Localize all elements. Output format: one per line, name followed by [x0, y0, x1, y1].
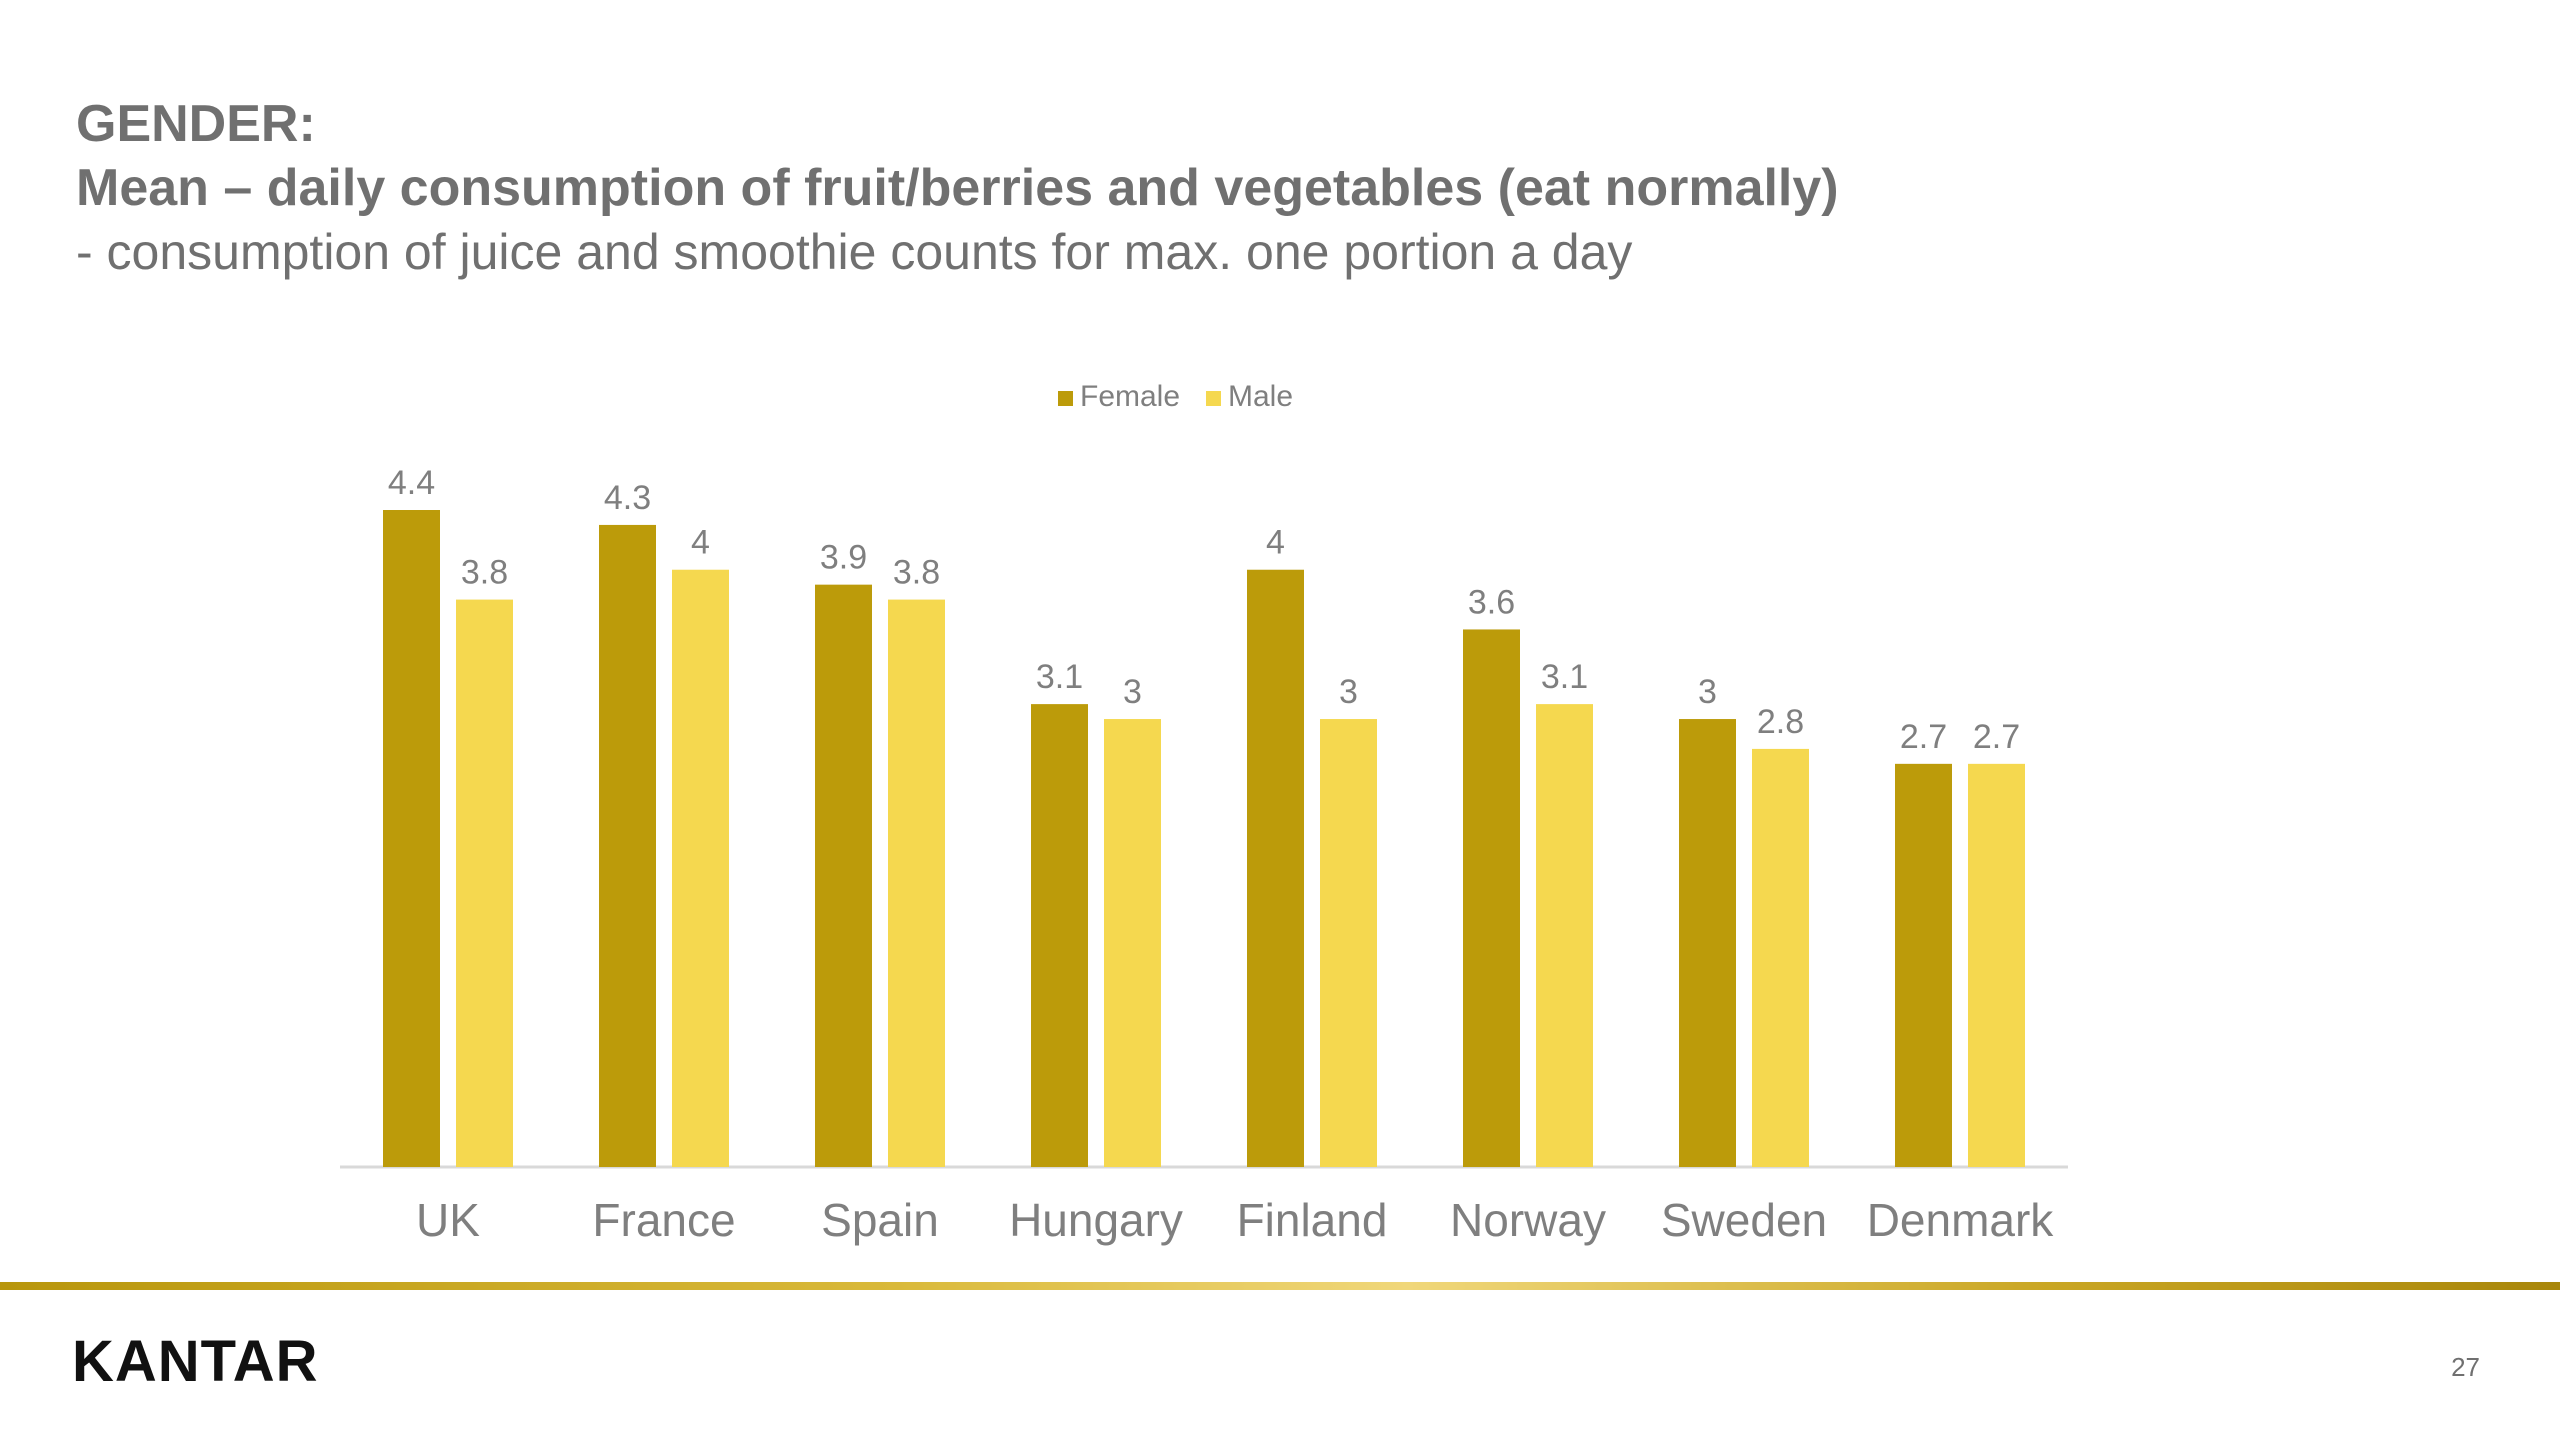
kantar-logo: KANTAR	[72, 1329, 319, 1394]
category-label-finland: Finland	[1237, 1194, 1388, 1246]
category-label-sweden: Sweden	[1661, 1194, 1827, 1246]
data-label-female-finland: 4	[1266, 524, 1285, 562]
legend-swatch-male	[1206, 391, 1221, 406]
bar-female-norway	[1463, 629, 1520, 1167]
category-label-norway: Norway	[1450, 1194, 1606, 1246]
page-number: 27	[2451, 1352, 2480, 1382]
bar-male-france	[672, 569, 729, 1167]
data-label-male-norway: 3.1	[1541, 658, 1588, 696]
data-label-female-france: 4.3	[604, 479, 651, 517]
data-label-male-uk: 3.8	[461, 554, 508, 592]
footer-divider	[0, 1282, 2560, 1290]
legend-label-male: Male	[1228, 380, 1293, 413]
bar-male-finland	[1320, 719, 1377, 1167]
title-subtitle: - consumption of juice and smoothie coun…	[76, 224, 1633, 280]
legend-swatch-female	[1058, 391, 1073, 406]
category-label-denmark: Denmark	[1867, 1194, 2055, 1246]
data-label-female-denmark: 2.7	[1900, 718, 1947, 756]
title-main: Mean – daily consumption of fruit/berrie…	[76, 159, 1839, 217]
category-label-uk: UK	[416, 1194, 480, 1246]
bar-female-france	[599, 524, 656, 1167]
bar-female-hungary	[1031, 704, 1088, 1167]
data-label-male-france: 4	[691, 524, 710, 562]
data-label-female-hungary: 3.1	[1036, 658, 1083, 696]
category-label-spain: Spain	[821, 1194, 939, 1246]
bar-female-spain	[815, 584, 872, 1167]
data-label-female-sweden: 3	[1698, 673, 1717, 711]
data-label-male-sweden: 2.8	[1757, 703, 1804, 741]
data-label-male-spain: 3.8	[893, 554, 940, 592]
bar-male-hungary	[1104, 719, 1161, 1167]
data-label-male-finland: 3	[1339, 673, 1358, 711]
data-label-female-spain: 3.9	[820, 539, 867, 577]
bar-male-denmark	[1968, 763, 2025, 1167]
category-label-france: France	[592, 1194, 735, 1246]
bar-chart: 4.4 3.8 UK 4.3 4 France 3.9 3.8 Spain 3.1 3 Hungary…	[340, 380, 2068, 1246]
category-label-hungary: Hungary	[1009, 1194, 1183, 1246]
bar-male-sweden	[1752, 748, 1809, 1167]
data-label-male-denmark: 2.7	[1973, 718, 2020, 756]
data-label-female-uk: 4.4	[388, 464, 435, 502]
bar-male-norway	[1536, 704, 1593, 1167]
bar-female-finland	[1247, 569, 1304, 1167]
bar-male-spain	[888, 599, 945, 1167]
slide-title: GENDER: Mean – daily consumption of frui…	[76, 92, 1839, 284]
bar-female-sweden	[1679, 719, 1736, 1167]
bar-male-uk	[456, 599, 513, 1167]
title-gender: GENDER:	[76, 95, 316, 153]
bar-female-denmark	[1895, 763, 1952, 1167]
legend-label-female: Female	[1080, 380, 1180, 413]
bar-female-uk	[383, 510, 440, 1167]
data-label-female-norway: 3.6	[1468, 583, 1515, 621]
data-label-male-hungary: 3	[1123, 673, 1142, 711]
